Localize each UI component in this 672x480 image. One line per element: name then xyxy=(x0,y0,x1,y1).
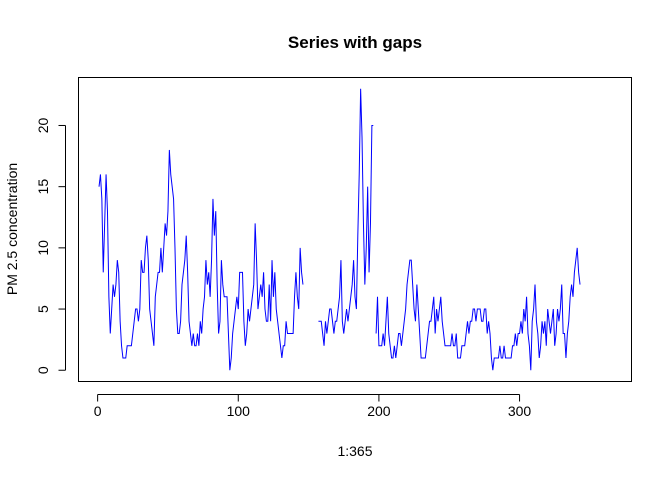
plot-frame xyxy=(78,77,632,382)
x-tick-label: 300 xyxy=(508,403,532,419)
y-tick-label: 10 xyxy=(35,240,51,256)
x-tick-label: 100 xyxy=(227,403,251,419)
y-tick-label: 0 xyxy=(35,366,51,374)
x-tick-label: 0 xyxy=(94,403,102,419)
series-line-segment xyxy=(98,149,304,371)
series-group xyxy=(98,88,581,371)
chart-title: Series with gaps xyxy=(288,33,422,52)
y-tick-label: 5 xyxy=(35,305,51,313)
series-line-segment xyxy=(318,88,374,346)
y-tick-label: 15 xyxy=(35,179,51,195)
y-axis: 0 5 10 15 20 xyxy=(35,117,66,374)
y-tick-label: 20 xyxy=(35,117,51,133)
y-axis-label: PM 2.5 concentration xyxy=(4,163,20,295)
x-axis-label: 1:365 xyxy=(337,443,372,459)
x-axis: 0 100 200 300 xyxy=(94,394,532,419)
x-tick-label: 200 xyxy=(367,403,391,419)
series-line-segment xyxy=(375,247,581,371)
